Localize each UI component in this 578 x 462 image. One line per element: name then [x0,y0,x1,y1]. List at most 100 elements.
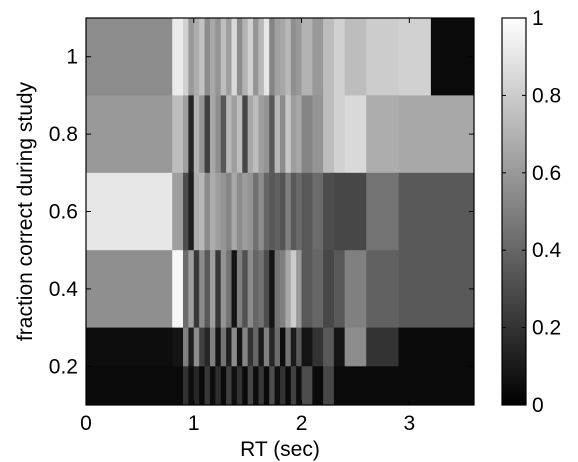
heatmap-cell-r5-c22 [290,366,297,406]
heatmap-cell-r2-c2 [183,172,189,251]
heatmap-cell-r0-c29 [366,18,399,96]
heatmap-cell-r1-c0 [86,95,173,174]
heatmap-cell-r2-c8 [215,172,222,251]
heatmap-cell-r2-c7 [209,172,216,251]
y-tick-label: 0.6 [49,201,78,224]
heatmap-cell-r0-c1 [172,18,184,96]
heatmap-cell-r3-c1 [172,250,184,328]
heatmap-cell-r0-c20 [280,18,286,96]
heatmap-cell-r0-c4 [193,18,200,96]
heatmap-cell-r5-c19 [274,366,281,406]
heatmap-cell-r1-c14 [247,95,254,174]
y-axis-ticks: 0.2 0.4 0.6 0.8 1 [49,46,474,378]
x-tick-label: 2 [296,412,308,435]
heatmap-cell-r0-c26 [323,18,335,96]
y-tick-label: 1 [66,46,78,69]
heatmap-cell-r5-c5 [199,366,205,406]
heatmap-cell-r2-c22 [290,172,297,251]
colorbar-ticks: 0 0.2 0.4 0.6 0.8 1 [502,7,562,417]
heatmap-cell-r2-c12 [236,172,243,251]
heatmap-cell-r0-c14 [247,18,254,96]
heatmap-cell-r2-c20 [280,172,286,251]
heatmap-cell-r5-c1 [172,366,184,406]
heatmap-cell-r5-c20 [280,366,286,406]
colorbar-tick-label: 0.8 [532,84,561,107]
heatmap-cell-r5-c2 [183,366,189,406]
heatmap-cell-r3-c12 [236,250,243,328]
heatmap-cell-r1-c30 [398,95,432,174]
colorbar-tick-label: 1 [532,7,544,30]
heatmap-cell-r2-c9 [220,172,227,251]
heatmap-cell-r1-c8 [215,95,222,174]
colorbar-tick-label: 0.6 [532,162,561,185]
heatmap-cell-r0-c21 [285,18,292,96]
heatmap-cell-r0-c7 [209,18,216,96]
heatmap-cell-r2-c24 [301,172,313,251]
heatmap-cell-r5-c21 [285,366,292,406]
heatmap-cell-r5-c16 [258,366,265,406]
heatmap-cell-r1-c5 [199,95,205,174]
heatmap-cell-r2-c4 [193,172,200,251]
heatmap-cell-r0-c23 [296,18,302,96]
x-tick-label: 3 [403,412,415,435]
heatmap-cell-r5-c9 [220,366,227,406]
heatmap-cell-r0-c13 [242,18,249,96]
heatmap-cell-r2-c13 [242,172,249,251]
heatmap-cell-r0-c19 [274,18,281,96]
heatmap-cell-r0-c17 [263,18,270,96]
heatmap-cell-r3-c0 [86,250,173,328]
heatmap-cell-r3-c13 [242,250,249,328]
heatmap-cell-r2-c0 [86,172,173,251]
heatmap-cell-r1-c28 [344,95,367,174]
heatmap-cell-r0-c28 [344,18,367,96]
heatmap-cell-r0-c30 [398,18,432,96]
heatmap-cell-r5-c23 [296,366,302,406]
heatmap-cell-r0-c22 [290,18,297,96]
heatmap-cell-r0-c2 [183,18,189,96]
heatmap-cell-r3-c11 [231,250,238,328]
heatmap-cell-r3-c24 [301,250,313,328]
x-tick-label: 1 [188,412,200,435]
heatmap-cell-r1-c19 [274,95,281,174]
heatmap-cell-r2-c17 [263,172,270,251]
y-axis-label: fraction correct during study [14,81,37,341]
y-tick-label: 0.2 [49,355,78,378]
heatmap-cell-r1-c29 [366,95,399,174]
colorbar [501,17,527,406]
heatmap-cell-r5-c29 [366,366,399,406]
x-tick-label: 0 [80,412,92,435]
heatmap-cell-r1-c2 [183,95,189,174]
heatmap-cell-r1-c13 [242,95,249,174]
heatmap-cell-r2-c19 [274,172,281,251]
heatmap-cell-r3-c9 [220,250,227,328]
heatmap-cell-r5-c17 [263,366,270,406]
heatmap-cell-r3-c28 [344,250,367,328]
heatmap-cell-r0-c8 [215,18,222,96]
heatmap-cell-r1-c10 [226,95,232,174]
heatmap-cell-r1-c21 [285,95,292,174]
heatmap-cell-r5-c11 [231,366,238,406]
heatmap-cell-r1-c23 [296,95,302,174]
heatmap-cell-r3-c27 [333,250,346,328]
heatmap-cell-r1-c4 [193,95,200,174]
heatmap-cell-r0-c18 [269,18,276,96]
heatmap-cell-r5-c13 [242,366,249,406]
heatmap-cell-r2-c26 [323,172,335,251]
heatmap-cell-r1-c22 [290,95,297,174]
heatmap-cell-r3-c8 [215,250,222,328]
heatmap-cell-r1-c31 [430,95,475,174]
heatmap-cell-r1-c24 [301,95,313,174]
heatmap-cell-r2-c21 [285,172,292,251]
heatmap-cell-r2-c5 [199,172,205,251]
heatmap-cell-r1-c7 [209,95,216,174]
heatmap-cell-r2-c10 [226,172,232,251]
heatmap-cell-r5-c15 [253,366,259,406]
heatmap-cell-r1-c18 [269,95,276,174]
heatmap-cell-r3-c4 [193,250,200,328]
heatmap-cell-r3-c17 [263,250,270,328]
heatmap-cell-r1-c15 [253,95,259,174]
colorbar-tick-label: 0.4 [532,239,562,262]
heatmap-cell-r3-c22 [290,250,297,328]
x-axis-label: RT (sec) [240,438,320,461]
